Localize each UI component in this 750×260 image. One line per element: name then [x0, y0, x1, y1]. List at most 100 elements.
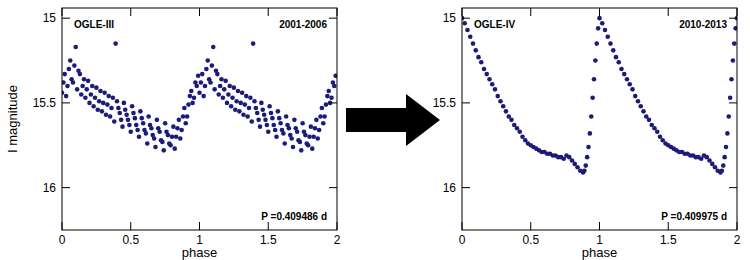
data-point: [471, 41, 476, 46]
data-point: [95, 107, 100, 112]
y-tick: [462, 102, 470, 103]
data-point: [177, 118, 182, 123]
chart-root: 00.511.521515.516OGLE-III2001-2006P =0.4…: [0, 0, 750, 260]
x-tick-label: 0.5: [522, 233, 539, 247]
data-point: [106, 94, 111, 99]
data-point: [277, 116, 282, 121]
data-point: [728, 96, 733, 101]
data-point: [227, 84, 232, 89]
data-point: [123, 107, 128, 112]
points: [62, 41, 337, 152]
data-point: [325, 94, 330, 99]
data-point: [221, 96, 226, 101]
data-point: [720, 168, 725, 173]
data-point: [83, 96, 88, 101]
data-point: [130, 104, 135, 109]
x-tick: [599, 8, 600, 16]
x-tick: [668, 8, 669, 16]
data-point: [234, 99, 239, 104]
data-point: [490, 82, 495, 87]
x-axis-label: phase: [582, 245, 617, 260]
data-point: [161, 148, 166, 153]
annotation: P =0.409975 d: [661, 211, 727, 222]
data-point: [111, 96, 116, 101]
data-point: [582, 168, 587, 173]
data-point: [240, 90, 245, 95]
y-tick: [729, 18, 737, 19]
data-point: [278, 121, 283, 126]
chart-svg: 00.511.521515.516OGLE-III2001-2006P =0.4…: [0, 0, 750, 260]
y-tick-label: 15.5: [433, 96, 457, 110]
x-tick-label: 2: [334, 233, 341, 247]
data-point: [517, 129, 522, 134]
data-point: [163, 121, 168, 126]
data-point: [185, 114, 190, 119]
data-point: [589, 114, 594, 119]
data-point: [593, 58, 598, 63]
data-point: [192, 96, 197, 101]
x-tick: [130, 222, 131, 230]
x-tick: [599, 222, 600, 230]
data-point: [484, 72, 489, 77]
y-tick-label: 15.5: [33, 96, 57, 110]
data-point: [97, 99, 102, 104]
data-point: [181, 114, 186, 119]
data-point: [150, 133, 155, 138]
data-point: [82, 77, 87, 82]
data-point: [647, 118, 652, 123]
y-tick: [462, 187, 470, 188]
y-tick: [329, 18, 337, 19]
data-point: [247, 106, 252, 111]
x-tick-label: 2: [734, 233, 741, 247]
data-point: [146, 114, 151, 119]
data-point: [172, 146, 177, 151]
data-point: [655, 129, 660, 134]
y-tick-label: 15: [443, 11, 457, 25]
data-point: [159, 138, 164, 143]
x-axis-label: phase: [182, 245, 217, 260]
data-point: [482, 67, 487, 72]
data-point: [487, 77, 492, 82]
data-point: [266, 129, 271, 134]
data-point: [241, 112, 246, 117]
data-point: [263, 118, 268, 123]
data-point: [302, 129, 307, 134]
data-point: [292, 118, 297, 123]
plot-frame: [462, 8, 737, 230]
data-point: [262, 112, 267, 117]
data-point: [237, 109, 242, 114]
data-point: [218, 84, 223, 89]
data-point: [597, 16, 602, 21]
data-point: [167, 141, 172, 146]
data-point: [251, 41, 256, 46]
data-point: [67, 67, 72, 72]
data-point: [72, 63, 77, 68]
data-point: [300, 121, 305, 126]
data-point: [498, 99, 503, 104]
x-tick: [337, 8, 338, 16]
data-point: [212, 87, 217, 92]
data-point: [318, 114, 323, 119]
data-point: [186, 102, 191, 107]
data-point: [288, 133, 293, 138]
x-tick: [62, 8, 63, 16]
x-tick: [199, 222, 200, 230]
data-point: [332, 84, 337, 89]
data-point: [102, 90, 107, 95]
data-point: [204, 67, 209, 72]
data-point: [273, 128, 278, 133]
x-tick: [737, 222, 738, 230]
data-point: [274, 134, 279, 139]
data-point: [62, 72, 67, 77]
data-point: [115, 99, 120, 104]
data-point: [592, 77, 597, 82]
data-point: [321, 121, 326, 126]
data-point: [141, 121, 146, 126]
data-point: [258, 124, 263, 129]
panel: 00.511.521515.516OGLE-IV2010-2013P =0.40…: [433, 8, 741, 260]
data-point: [627, 82, 632, 87]
data-point: [182, 106, 187, 111]
data-point: [68, 58, 73, 63]
data-point: [200, 72, 205, 77]
data-point: [324, 102, 329, 107]
